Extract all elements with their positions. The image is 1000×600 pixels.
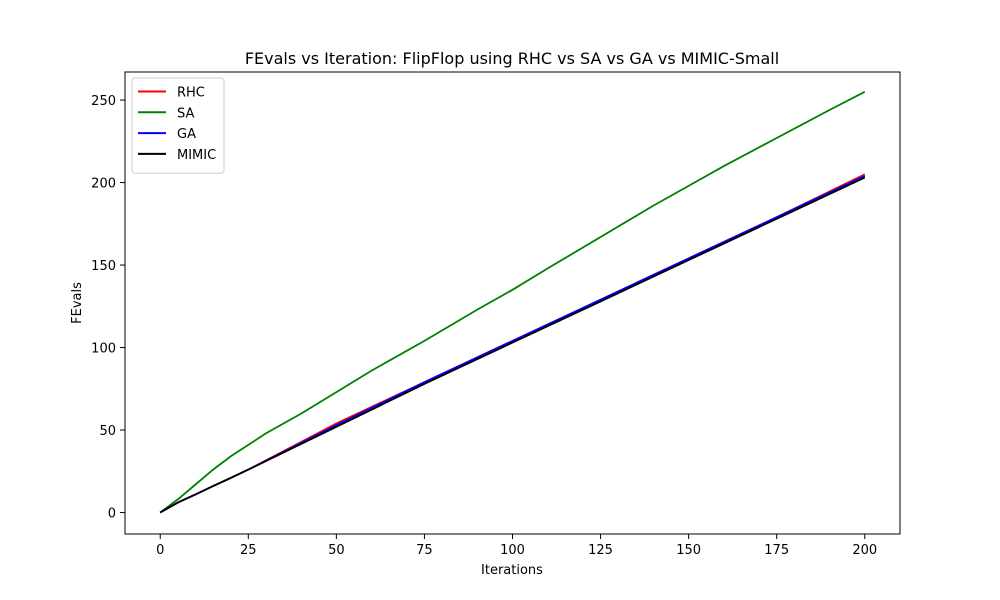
series-line-sa bbox=[159, 91, 866, 514]
legend-label-mimic: MIMIC bbox=[177, 148, 216, 163]
x-tick-label: 100 bbox=[500, 543, 525, 558]
x-axis: 0 25 50 75 100 125 150 175 200 bbox=[156, 534, 877, 558]
y-axis: 0 50 100 150 200 250 bbox=[91, 94, 125, 522]
x-tick-label: 75 bbox=[416, 543, 433, 558]
y-tick-label: 100 bbox=[91, 342, 116, 357]
y-tick-label: 0 bbox=[108, 507, 116, 522]
chart-title: FEvals vs Iteration: FlipFlop using RHC … bbox=[245, 49, 779, 68]
x-tick-label: 0 bbox=[156, 543, 164, 558]
plot-area bbox=[159, 91, 866, 514]
x-axis-label: Iterations bbox=[481, 563, 543, 578]
x-tick-label: 175 bbox=[764, 543, 789, 558]
y-tick-label: 150 bbox=[91, 259, 116, 274]
y-tick-label: 250 bbox=[91, 94, 116, 109]
y-tick-label: 50 bbox=[99, 424, 116, 439]
y-axis-label: FEvals bbox=[70, 282, 85, 324]
x-tick-label: 25 bbox=[240, 543, 257, 558]
axes-frame bbox=[124, 71, 901, 535]
x-tick-label: 200 bbox=[852, 543, 877, 558]
x-tick-label: 125 bbox=[588, 543, 613, 558]
legend: RHC SA GA MIMIC bbox=[131, 77, 225, 174]
x-tick-label: 50 bbox=[328, 543, 345, 558]
x-tick-label: 150 bbox=[676, 543, 701, 558]
legend-label-ga: GA bbox=[177, 127, 196, 142]
legend-frame bbox=[131, 77, 225, 174]
legend-label-rhc: RHC bbox=[177, 86, 205, 101]
y-tick-label: 200 bbox=[91, 177, 116, 192]
legend-label-sa: SA bbox=[177, 106, 194, 121]
series-line-mimic bbox=[159, 176, 866, 514]
